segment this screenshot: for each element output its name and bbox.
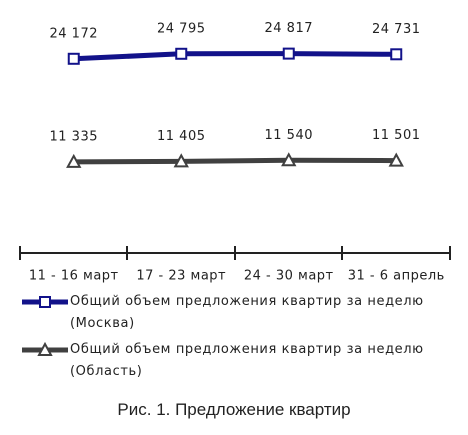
data-label: 24 817 [265, 21, 314, 36]
data-label: 24 731 [372, 22, 421, 37]
x-ticks [19, 246, 451, 260]
legend-label: Общий объем предложения квартир за недел… [70, 342, 424, 379]
series-line [73, 51, 397, 62]
x-tick-label: 11 - 16 март [29, 269, 119, 284]
x-tick-label: 24 - 30 март [244, 269, 334, 284]
legend-label: Общий объем предложения квартир за недел… [70, 294, 424, 331]
data-label: 11 335 [50, 129, 99, 144]
x-tick-label: 31 - 6 апрель [348, 269, 445, 284]
data-label: 11 540 [265, 128, 314, 143]
marker [37, 341, 53, 356]
series-line [73, 157, 397, 165]
marker [175, 47, 188, 60]
data-label: 11 501 [372, 128, 421, 143]
marker [39, 296, 51, 308]
marker [388, 152, 404, 167]
data-label: 24 172 [50, 26, 99, 41]
x-tick-label: 17 - 23 март [136, 269, 226, 284]
data-label: 24 795 [157, 21, 206, 36]
marker [390, 48, 403, 61]
marker [281, 152, 297, 167]
caption: Рис. 1. Предложение квартир [117, 400, 351, 419]
marker [66, 153, 82, 168]
marker [282, 47, 295, 60]
data-label: 11 405 [157, 129, 206, 144]
marker [67, 52, 80, 65]
marker [173, 153, 189, 168]
